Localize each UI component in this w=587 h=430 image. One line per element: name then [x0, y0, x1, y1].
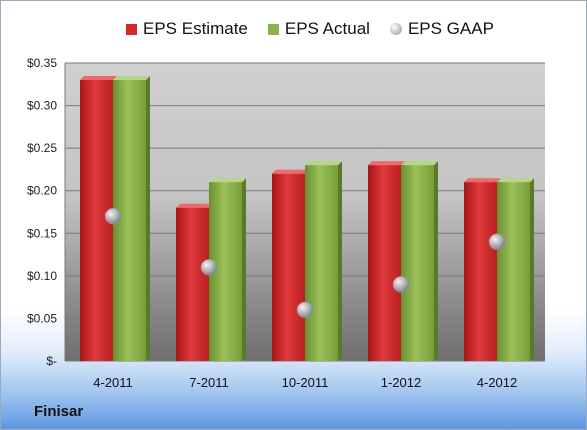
y-tick-label-7: $0.35	[27, 56, 57, 70]
bar-side-actual-4	[530, 178, 534, 361]
bar-side-actual-1	[242, 178, 246, 361]
bar-top-estimate-1	[176, 203, 213, 208]
legend-label-gaap: EPS GAAP	[407, 19, 494, 38]
bar-top-actual-1	[209, 178, 246, 183]
bar-top-actual-2	[305, 161, 342, 166]
bar-top-estimate-2	[272, 169, 309, 174]
bar-top-actual-4	[497, 178, 534, 183]
x-tick-label-2: 10-2011	[282, 375, 329, 390]
x-tick-label-3: 1-2012	[381, 375, 421, 390]
gaap-point-2	[296, 301, 314, 319]
gaap-point-3	[392, 276, 410, 293]
bar-actual-3	[401, 165, 434, 361]
bar-top-estimate-3	[368, 161, 405, 166]
bar-actual-2	[305, 165, 338, 361]
legend: EPS Estimate EPS Actual EPS GAAP	[126, 19, 514, 39]
bar-side-actual-2	[338, 161, 342, 361]
x-tick-label-4: 4-2012	[477, 375, 517, 390]
y-tick-label-6: $0.30	[27, 99, 57, 113]
bar-top-estimate-0	[80, 76, 117, 81]
bar-estimate-1	[176, 207, 209, 361]
bar-side-actual-3	[434, 161, 438, 361]
gaap-point-1	[200, 259, 218, 276]
legend-label-estimate: EPS Estimate	[143, 19, 248, 38]
y-tick-label-1: $0.05	[27, 311, 57, 325]
legend-item-gaap: EPS GAAP	[389, 19, 494, 39]
y-tick-label-4: $0.20	[27, 184, 57, 198]
x-tick-label-1: 7-2011	[189, 375, 229, 390]
bar-estimate-2	[272, 173, 305, 361]
y-tick-label-5: $0.25	[27, 141, 57, 155]
x-tick-label-0: 4-2011	[93, 375, 133, 390]
bar-estimate-4	[464, 182, 497, 361]
bar-top-actual-0	[113, 76, 150, 81]
gaap-point-4	[488, 233, 506, 251]
company-name: Finisar	[34, 403, 84, 420]
y-tick-label-3: $0.15	[27, 226, 57, 240]
legend-item-estimate: EPS Estimate	[126, 19, 248, 39]
y-tick-label-2: $0.10	[27, 269, 57, 283]
bar-top-estimate-4	[464, 178, 501, 183]
legend-swatch-actual	[267, 23, 279, 35]
bar-actual-4	[497, 182, 530, 361]
legend-swatch-estimate	[126, 23, 137, 35]
legend-marker-gaap	[389, 23, 402, 35]
legend-item-actual: EPS Actual	[267, 19, 370, 39]
bar-top-actual-3	[401, 161, 438, 166]
bar-estimate-3	[368, 165, 401, 361]
y-tick-label-0: $-	[46, 354, 57, 368]
bar-side-actual-0	[146, 76, 150, 362]
legend-label-actual: EPS Actual	[284, 19, 370, 38]
gaap-point-0	[104, 208, 122, 225]
